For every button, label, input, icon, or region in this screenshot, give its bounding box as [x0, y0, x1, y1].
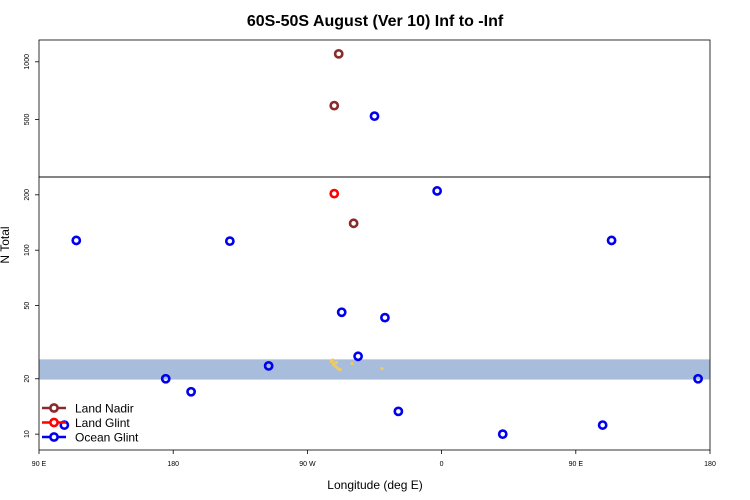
ocean-glint-point	[432, 186, 443, 196]
x-tick-label: 180	[704, 461, 716, 468]
legend-marker	[49, 403, 59, 413]
y-tick-label: 20	[24, 375, 31, 383]
y-tick-label: 1000	[24, 54, 31, 70]
land-glint-point	[329, 188, 340, 199]
ocean-glint-point	[160, 373, 171, 384]
ocean-glint-point	[497, 429, 508, 440]
land-cluster-mark	[338, 368, 342, 372]
legend-marker	[49, 432, 59, 442]
y-tick-label: 200	[24, 189, 31, 201]
y-tick-label: 100	[24, 244, 31, 256]
ocean-glint-point	[224, 236, 235, 247]
land-cluster-mark	[334, 360, 339, 365]
highlight-band	[39, 359, 710, 380]
legend-label: Land Glint	[75, 416, 130, 430]
x-tick-label: 90 E	[32, 461, 47, 468]
ocean-glint-point	[606, 235, 617, 246]
x-tick-label: 90 W	[299, 461, 316, 468]
land-nadir-point	[329, 100, 340, 111]
legend-label: Ocean Glint	[75, 431, 139, 445]
land-cluster-layer	[329, 358, 384, 372]
x-axis-label: Longitude (deg E)	[327, 478, 422, 492]
upper-panel-frame	[38, 39, 711, 178]
land-cluster-mark	[331, 358, 335, 362]
y-tick-label: 50	[24, 302, 31, 310]
chart-title: 60S-50S August (Ver 10) Inf to -Inf	[247, 13, 504, 30]
y-tick-label: 10	[24, 430, 31, 438]
x-tick-label: 0	[440, 461, 444, 468]
ocean-glint-point	[336, 307, 347, 318]
x-tick-label: 90 E	[569, 461, 584, 468]
land-nadir-point	[348, 218, 359, 229]
land-cluster-mark	[350, 361, 354, 366]
ocean-glint-point	[186, 386, 196, 397]
ocean-glint-point	[369, 111, 380, 122]
axes-layer: 90 E 180 90 W 0 90 E 180 500 1000 10 20 50 100 200	[24, 54, 716, 468]
ocean-glint-point	[353, 351, 363, 362]
ocean-glint-point	[380, 312, 390, 323]
ocean-glint-point	[71, 235, 82, 246]
plot-frames	[38, 39, 711, 451]
lower-panel-frame	[38, 176, 711, 451]
land-cluster-mark	[334, 364, 338, 369]
x-tick-label: 180	[167, 461, 179, 468]
land-cluster-mark	[380, 367, 384, 371]
land-nadir-point	[333, 48, 344, 59]
points-layer	[59, 48, 703, 440]
ocean-glint-point	[597, 420, 608, 430]
ocean-glint-point	[263, 360, 274, 371]
ocean-glint-point	[693, 373, 703, 384]
legend-marker	[49, 417, 59, 428]
y-tick-label: 500	[24, 113, 31, 125]
y-axis-label: N Total	[0, 226, 12, 263]
ocean-glint-point	[393, 406, 404, 417]
bands-layer	[39, 359, 710, 380]
legend-label: Land Nadir	[75, 402, 134, 416]
